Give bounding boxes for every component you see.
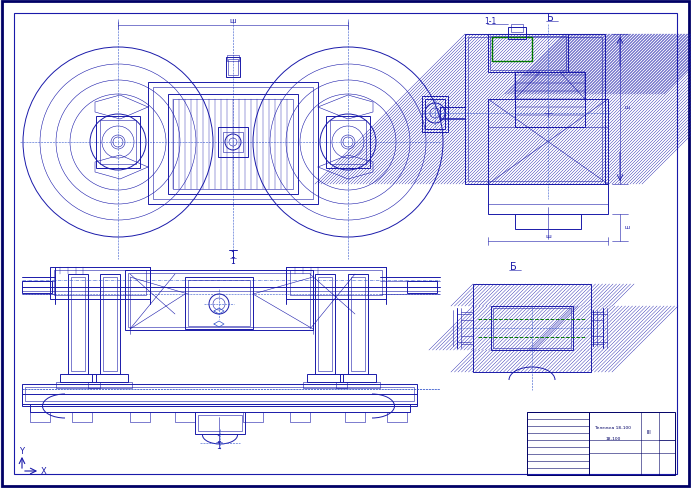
Bar [340,374,376,382]
Bar [223,133,243,153]
Text: 1: 1 [231,251,236,260]
Bar [148,83,318,204]
Bar [527,412,675,475]
Bar [195,412,245,434]
Bar [303,382,347,388]
Text: ш: ш [625,105,630,110]
Bar [22,384,417,404]
Text: III: III [647,429,652,435]
Bar [345,412,365,422]
Bar [128,273,310,327]
Text: 1-1: 1-1 [484,18,496,26]
Bar [330,121,366,164]
Bar [22,394,417,406]
Bar [185,278,253,329]
Text: Y: Y [19,447,24,456]
Bar [100,274,120,374]
Bar [351,278,365,371]
Bar [318,278,332,371]
Bar [130,412,150,422]
Bar [326,117,370,169]
Bar [175,412,195,422]
Bar [228,60,238,76]
Bar [493,308,571,348]
Bar [491,306,573,350]
Bar [173,100,293,190]
Bar [488,100,608,184]
Text: 1: 1 [216,435,221,444]
Bar [473,285,591,372]
Bar [407,282,437,293]
Bar [227,56,239,62]
Bar [515,215,581,229]
Bar [465,35,605,184]
Bar [508,28,526,40]
Text: ш: ш [230,18,236,24]
Bar [103,278,117,371]
Bar [100,121,136,164]
Bar [488,35,568,73]
Bar [490,37,566,71]
Bar [92,374,128,382]
Bar [54,270,146,295]
Bar [96,117,140,169]
Bar [243,412,263,422]
Bar [125,270,313,330]
Bar [60,374,96,382]
Bar [71,278,85,371]
Bar [515,73,585,128]
Bar [30,404,410,412]
Bar [168,95,298,195]
Text: 1: 1 [231,257,236,266]
Text: ш: ш [625,225,630,230]
Bar [307,374,343,382]
Text: Тележка 18-100: Тележка 18-100 [594,425,632,429]
Text: 1: 1 [216,442,221,450]
Bar [387,412,407,422]
Text: X: X [41,467,47,475]
Bar [25,387,414,401]
Bar [88,382,132,388]
Bar [492,38,532,62]
Bar [286,267,386,299]
Bar [290,412,310,422]
Bar [422,97,448,133]
Bar [336,382,380,388]
Bar [50,267,150,299]
Bar [153,88,313,200]
Bar [315,274,335,374]
Bar [72,412,92,422]
Text: 18-100: 18-100 [605,436,621,440]
Bar [218,128,248,158]
Bar [226,58,240,78]
Bar [425,100,445,130]
Bar [30,412,50,422]
Bar [198,415,242,431]
Bar [468,38,602,182]
Bar [290,270,382,295]
Bar [22,282,52,293]
Bar [56,382,100,388]
Bar [188,281,250,326]
Text: ш: ш [545,234,551,239]
Text: Б: Б [547,13,553,23]
Bar [348,274,368,374]
Bar [488,184,608,215]
Text: Б: Б [510,262,516,271]
Bar [511,25,523,33]
Bar [68,274,88,374]
